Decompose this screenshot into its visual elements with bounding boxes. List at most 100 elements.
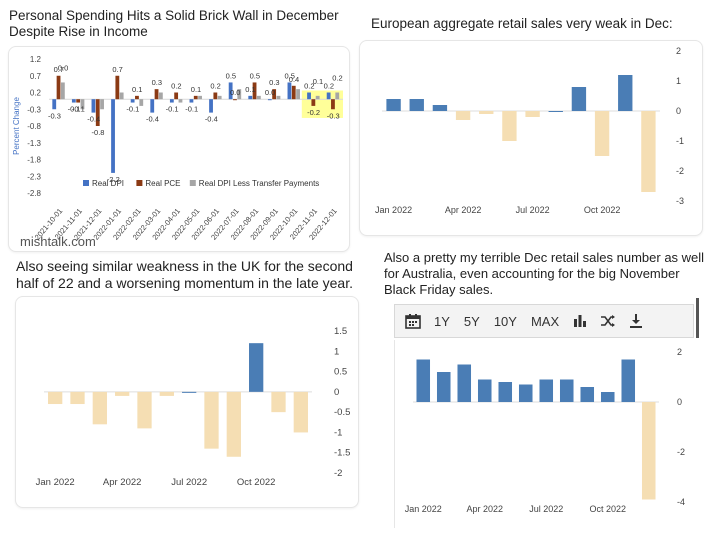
bar: [80, 99, 85, 110]
range-max-button[interactable]: MAX: [530, 313, 560, 329]
y-tick-label: 1: [334, 346, 339, 357]
bar: [457, 364, 472, 402]
y-tick-label: 0.7: [30, 72, 42, 81]
bar: [130, 99, 135, 103]
us-chart-panel: 1.2 0.7 0.2 -0.3 -0.8 -1.3 -1.8 -2.3 -2.8 Percent…: [8, 46, 350, 252]
data-label: -0.1: [68, 105, 81, 114]
y-tick-label: 0: [676, 106, 681, 116]
y-tick-label: -0.8: [27, 122, 41, 131]
y-tick-label: -1.3: [27, 139, 41, 148]
data-label: 0.2: [171, 82, 181, 91]
bar: [56, 75, 61, 100]
data-label: -0.4: [146, 115, 159, 124]
bar: [248, 95, 253, 100]
bar: [621, 359, 636, 402]
data-label: -0.1: [185, 105, 198, 114]
y-tick-label: -2: [334, 468, 342, 479]
bar-chart-icon[interactable]: [572, 313, 588, 329]
x-tick-label: Jan 2022: [405, 504, 442, 514]
y-tick-label: -0.5: [334, 407, 350, 418]
bar: [249, 343, 264, 392]
bar: [256, 95, 261, 100]
data-label: 0.5: [284, 71, 294, 80]
y-tick-label: 1.5: [334, 326, 347, 337]
data-label: -0.3: [327, 111, 340, 120]
bar: [409, 99, 424, 111]
bar: [571, 87, 587, 111]
bar: [92, 391, 107, 425]
data-label: -0.2: [307, 108, 320, 117]
bar: [154, 89, 159, 100]
bar: [641, 402, 656, 500]
y-axis-label: Percent Change: [12, 97, 21, 155]
bar: [159, 391, 174, 396]
bar: [331, 99, 335, 110]
bar: [600, 392, 615, 402]
calendar-icon[interactable]: [405, 313, 421, 329]
eu-chart-panel: 2 1 0 -1 -2 -3 Jan 2022 Apr 2022 Jul 2022 Oct 202…: [359, 40, 703, 236]
legend-swatch: [136, 180, 143, 186]
bar: [335, 92, 340, 100]
bar: [169, 99, 174, 103]
x-tick-label: Jul 2022: [516, 205, 550, 215]
y-tick-label: 2: [677, 347, 682, 357]
range-5y-button[interactable]: 5Y: [463, 313, 480, 329]
bar: [60, 82, 65, 100]
data-label: 0.3: [269, 78, 279, 87]
bar: [291, 85, 296, 100]
data-label: 0.5: [250, 71, 260, 80]
bar: [311, 99, 316, 106]
data-label: 0.1: [132, 85, 142, 94]
legend-swatch: [83, 180, 89, 186]
y-tick-label: -1.8: [27, 156, 41, 165]
bar: [641, 111, 656, 192]
bar: [115, 75, 120, 100]
y-tick-label: 1: [676, 76, 681, 86]
eu-chart-caption: European aggregate retail sales very wea…: [371, 16, 673, 31]
bar: [228, 82, 233, 100]
download-icon[interactable]: [628, 313, 644, 329]
data-label: 0.0: [265, 88, 275, 97]
data-label: 0.7: [112, 65, 122, 74]
legend-entry: Real DPI Less Transfer Payments: [199, 179, 319, 188]
x-tick-label: Jul 2022: [171, 477, 207, 488]
x-tick-label: Oct 2022: [237, 477, 276, 488]
bar: [594, 111, 610, 156]
bar: [71, 99, 76, 103]
bar: [95, 99, 100, 126]
au-chart-panel: 2 0 -2 -4 Jan 2022 Apr 2022 Jul 2022 Oct 2022: [394, 340, 694, 528]
bar: [525, 111, 540, 117]
y-tick-label: -1: [334, 427, 342, 438]
y-tick-label: -0.3: [27, 105, 41, 114]
bar: [539, 379, 554, 402]
data-label: 0.2: [324, 82, 334, 91]
y-tick-label: 0.5: [334, 367, 347, 378]
source-label: mishtalk.com: [20, 234, 96, 249]
bar: [137, 391, 152, 429]
scrollbar[interactable]: [696, 298, 699, 338]
us-spending-chart: 1.2 0.7 0.2 -0.3 -0.8 -1.3 -1.8 -2.3 -2.8 Percent…: [12, 55, 343, 242]
bar: [100, 99, 104, 110]
y-tick-label: -2.3: [27, 172, 41, 181]
legend-entry: Real PCE: [145, 179, 180, 188]
bar: [315, 95, 320, 100]
bar: [296, 89, 300, 100]
data-label: -2.2: [107, 175, 120, 184]
bar: [271, 391, 286, 413]
range-10y-button[interactable]: 10Y: [493, 313, 517, 329]
bar: [267, 99, 272, 101]
bar: [436, 372, 451, 402]
data-label: 0.0: [230, 88, 240, 97]
y-tick-label: 0.2: [30, 89, 42, 98]
au-retail-chart: 2 0 -2 -4 Jan 2022 Apr 2022 Jul 2022 Oct 2022: [405, 347, 685, 514]
shuffle-icon[interactable]: [600, 313, 616, 329]
data-label: -0.1: [72, 105, 85, 114]
bar: [293, 391, 308, 433]
range-1y-button[interactable]: 1Y: [434, 313, 450, 329]
data-label: -0.1: [126, 105, 139, 114]
bar: [233, 99, 237, 101]
bar: [91, 99, 96, 113]
bar: [559, 379, 574, 402]
bar: [477, 379, 492, 402]
x-tick-label: Jan 2022: [36, 477, 75, 488]
